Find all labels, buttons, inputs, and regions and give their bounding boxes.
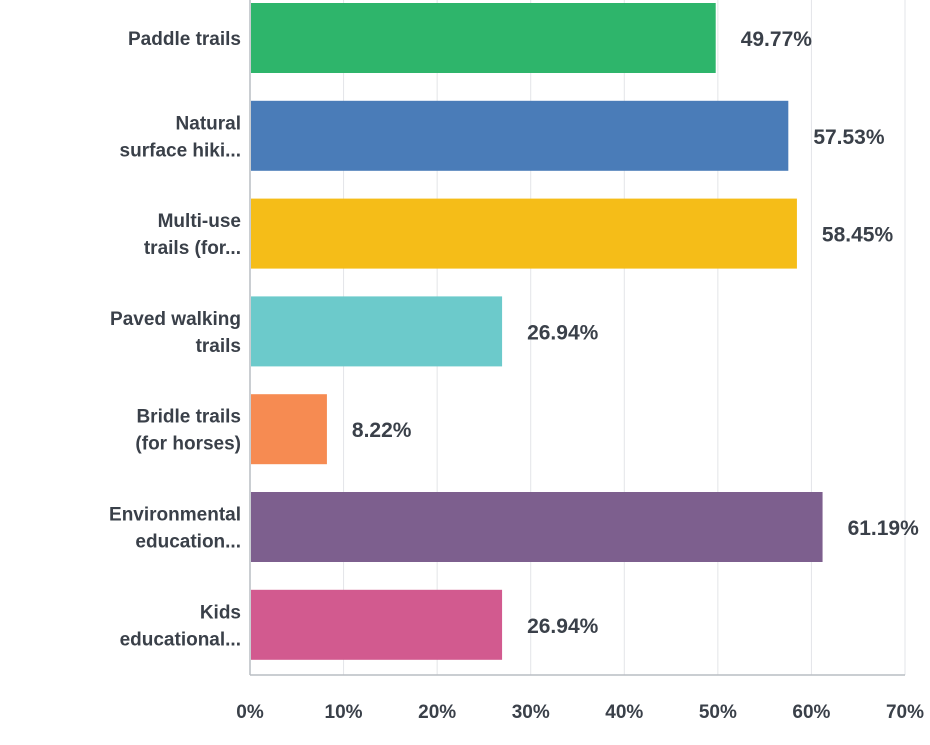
bar (251, 296, 503, 367)
bar (251, 3, 716, 73)
category-label-line: Kids (200, 602, 241, 623)
x-tick-label: 40% (605, 702, 643, 723)
category-label-line: Natural (176, 113, 241, 134)
category-label-line: (for horses) (135, 434, 241, 455)
value-label: 61.19% (848, 517, 920, 540)
bar (251, 394, 327, 465)
category-label-line: educational... (120, 629, 241, 650)
value-label: 49.77% (741, 28, 813, 51)
category-label: Environmental education... (109, 505, 241, 553)
x-tick-label: 10% (325, 702, 363, 723)
x-tick-label: 0% (236, 702, 264, 723)
category-label: Paddle trails (128, 29, 241, 50)
bar (251, 198, 797, 269)
category-label-line: Multi-use (158, 211, 241, 232)
x-tick-label: 20% (418, 702, 456, 723)
category-label-line: Paved walking (110, 309, 241, 330)
x-tick-label: 30% (512, 702, 550, 723)
category-label-line: trails (196, 336, 241, 357)
category-label-line: education... (135, 532, 241, 553)
x-tick-label: 50% (699, 702, 737, 723)
bar (251, 492, 823, 562)
category-label-line: Environmental (109, 505, 241, 526)
category-label-line: trails (for... (144, 238, 241, 259)
labels: 0% 10% 20% 30% 40% 50% 60% 70% 49.77% Paddle trai… (109, 28, 924, 723)
category-label: Natural surface hiki... (120, 113, 241, 161)
x-tick-label: 60% (792, 702, 830, 723)
bars (251, 3, 823, 660)
category-label-line: Paddle trails (128, 29, 241, 50)
value-label: 58.45% (822, 224, 894, 247)
category-label: Paved walking trails (110, 309, 241, 357)
x-tick-label: 70% (886, 702, 924, 723)
bar (251, 589, 503, 660)
value-label: 26.94% (527, 615, 599, 638)
category-label: Bridle trails (for horses) (135, 407, 241, 455)
category-label: Kids educational... (120, 602, 241, 650)
category-label: Multi-use trails (for... (144, 211, 241, 259)
category-label-line: Bridle trails (136, 407, 241, 428)
category-label-line: surface hiki... (120, 140, 241, 161)
value-label: 57.53% (813, 126, 885, 149)
value-label: 26.94% (527, 321, 599, 344)
value-label: 8.22% (352, 419, 412, 442)
bar (251, 100, 789, 171)
axes (249, 0, 905, 676)
